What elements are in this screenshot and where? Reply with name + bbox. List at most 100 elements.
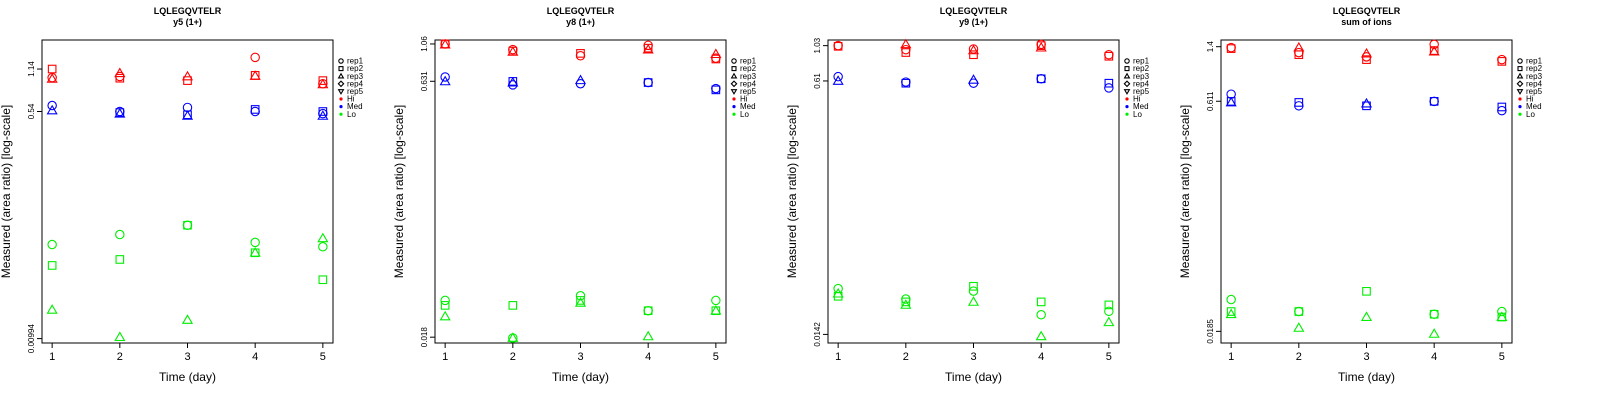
data-point [969, 50, 978, 60]
legend-marker [1124, 66, 1130, 72]
data-point [182, 220, 193, 231]
data-point [575, 291, 586, 301]
data-point [115, 255, 125, 264]
data-point [47, 64, 57, 74]
series-med [439, 72, 721, 95]
data-point [507, 46, 519, 56]
y-tick-label: 0.0185 [1206, 319, 1215, 344]
data-point [900, 38, 912, 49]
data-point [439, 38, 451, 49]
data-point [1294, 101, 1304, 111]
legend-label: rep3 [347, 72, 364, 81]
data-point [317, 232, 329, 243]
x-axis-label: Time (day) [552, 370, 609, 384]
data-point [507, 76, 519, 87]
legend-marker [339, 112, 343, 116]
x-tick-label: 2 [117, 351, 123, 363]
data-point [1428, 45, 1440, 56]
data-point [642, 43, 654, 54]
data-point [901, 78, 911, 88]
y-tick-label: 0.0142 [813, 322, 822, 347]
x-tick-label: 4 [645, 351, 651, 363]
data-point [1294, 47, 1304, 58]
data-point [1429, 96, 1439, 107]
data-point [1294, 307, 1304, 316]
data-point [1294, 50, 1304, 60]
legend-label: rep1 [1133, 57, 1150, 66]
legend-marker [730, 72, 738, 79]
legend-marker [339, 97, 343, 101]
x-tick-label: 2 [510, 351, 516, 363]
y-axis-label: Measured (area ratio) [log-scale] [785, 105, 799, 278]
data-point [643, 77, 653, 88]
data-point [969, 281, 978, 291]
x-tick-label: 5 [1106, 351, 1112, 363]
legend-label: rep5 [740, 87, 757, 96]
legend-marker [1125, 97, 1129, 101]
chart-subtitle: sum of ions [1341, 17, 1392, 27]
data-point [968, 286, 979, 296]
data-point [181, 110, 194, 120]
data-point [1429, 309, 1439, 319]
legend-marker [732, 97, 736, 101]
legend-label: Lo [1133, 110, 1142, 119]
data-point [710, 48, 722, 59]
legend-marker [1123, 89, 1131, 95]
data-point [1496, 311, 1508, 321]
legend-marker [338, 66, 344, 72]
data-point [1036, 74, 1046, 84]
legend-label: rep5 [347, 87, 364, 96]
legend-marker [1516, 80, 1524, 88]
legend-label: rep5 [1133, 87, 1150, 96]
data-point [901, 44, 911, 55]
data-point [1429, 309, 1439, 319]
data-point [1429, 97, 1439, 106]
data-point [181, 314, 194, 324]
y-tick-label: 1.4 [1206, 41, 1215, 53]
chart-subtitle: y9 (1+) [959, 17, 988, 27]
plot-frame [41, 39, 334, 344]
series-hi [439, 38, 722, 64]
y-tick-label: 1.14 [27, 61, 36, 77]
x-tick-label: 1 [49, 351, 55, 363]
data-point [833, 291, 843, 301]
data-point [249, 70, 261, 80]
data-point [575, 50, 586, 61]
legend-label: rep2 [740, 64, 757, 73]
data-point [440, 295, 450, 306]
data-point [1104, 78, 1114, 88]
legend-label: Hi [347, 95, 355, 104]
data-point [1294, 98, 1304, 107]
data-point [318, 275, 328, 285]
legend-marker [1518, 97, 1522, 101]
data-point [1362, 286, 1371, 296]
data-point [115, 73, 125, 83]
legend-marker [1125, 105, 1129, 109]
data-point [1226, 307, 1236, 316]
data-point [900, 299, 912, 309]
x-axis-label: Time (day) [159, 370, 216, 384]
data-point [1428, 328, 1440, 338]
data-point [576, 49, 585, 58]
x-tick-label: 4 [1038, 351, 1044, 363]
legend-label: Med [347, 102, 363, 111]
data-point [439, 310, 451, 321]
legend-label: rep2 [1133, 64, 1150, 73]
x-tick-label: 5 [320, 351, 326, 363]
data-point [318, 76, 328, 85]
legend-label: rep4 [347, 79, 364, 88]
data-point [115, 229, 125, 240]
data-point [643, 306, 653, 316]
legend-label: rep2 [347, 64, 364, 73]
data-point [1226, 294, 1236, 305]
data-point [183, 76, 192, 85]
data-point [710, 305, 722, 315]
legend-label: rep4 [1526, 79, 1543, 88]
data-point [967, 44, 980, 55]
data-point [439, 75, 451, 86]
y-tick-label: 0.00994 [27, 324, 36, 353]
